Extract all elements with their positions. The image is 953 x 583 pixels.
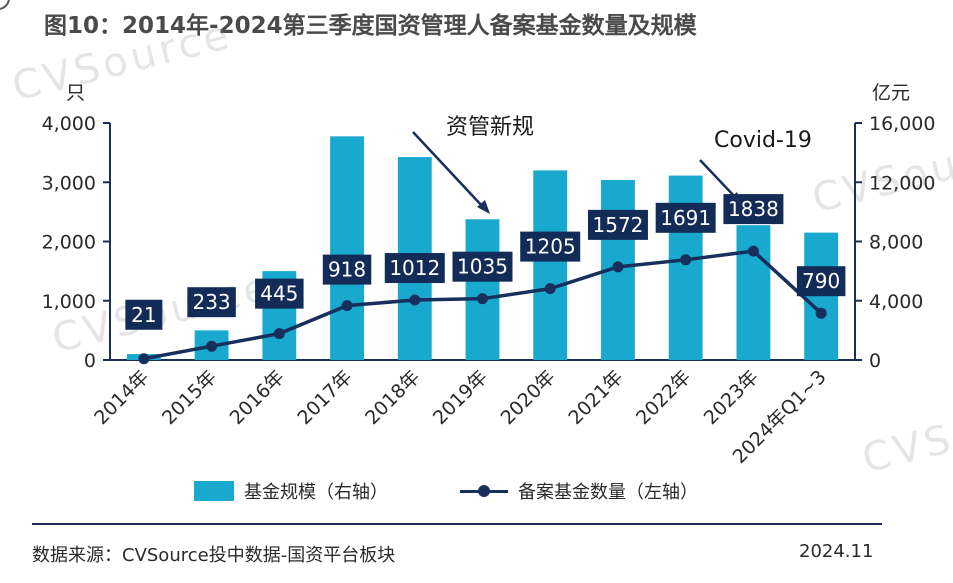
right-tick-label: 4,000 [869, 291, 923, 313]
data-label-box [255, 278, 304, 309]
data-label: 1205 [525, 235, 576, 259]
line-point [206, 340, 218, 352]
data-label: 1035 [457, 255, 508, 279]
category-label: 2014年 [90, 366, 153, 429]
annotation-asset-rules: 资管新规 [446, 115, 534, 140]
data-label-box [322, 254, 372, 285]
category-label: 2018年 [361, 366, 424, 429]
line-point [341, 300, 353, 312]
footer-divider [32, 523, 882, 525]
left-tick-label: 3,000 [42, 172, 96, 194]
annotation-arrowhead-1 [477, 200, 490, 214]
line-point [409, 294, 421, 306]
category-label: 2023年 [700, 366, 763, 429]
category-label: 2019年 [429, 366, 492, 429]
source-note: 数据来源：CVSource投中数据-国资平台板块 [32, 545, 396, 566]
bar [330, 136, 364, 360]
legend-line: 备案基金数量（左轴） [460, 478, 698, 504]
data-label: 1012 [389, 256, 440, 280]
legend-bar-swatch [194, 481, 234, 501]
data-label: 790 [802, 269, 840, 293]
left-axis-unit: 只 [66, 82, 85, 104]
left-tick-label: 4,000 [42, 113, 96, 135]
legend-bar-label: 基金规模（右轴） [244, 482, 388, 503]
data-label: 445 [260, 282, 298, 306]
data-label-box [520, 231, 581, 262]
data-label: 918 [328, 258, 366, 282]
left-tick-label: 0 [84, 350, 96, 372]
legend-line-label: 备案基金数量（左轴） [518, 482, 698, 503]
left-tick-label: 2,000 [42, 232, 96, 254]
bar [465, 219, 500, 360]
left-tick-label: 1,000 [42, 291, 96, 313]
data-label: 1572 [593, 213, 644, 237]
category-label: 2020年 [497, 366, 560, 429]
category-label: 2021年 [564, 366, 627, 429]
legend-bar: 基金规模（右轴） [194, 478, 388, 504]
annotation-covid: Covid-19 [714, 128, 812, 153]
annotation-arrowhead-2 [729, 192, 742, 205]
right-tick-label: 8,000 [869, 232, 923, 254]
line-point [747, 245, 759, 257]
data-label: 233 [192, 290, 230, 314]
bar [533, 170, 568, 360]
data-label-box [655, 202, 716, 233]
line-point [815, 307, 827, 319]
data-label-box [796, 266, 846, 297]
data-label-box [125, 299, 163, 330]
category-label: 2016年 [226, 366, 289, 429]
line-point [544, 283, 556, 295]
chart-title: 图10：2014年-2024第三季度国资管理人备案基金数量及规模 [44, 13, 697, 39]
line-point [477, 293, 488, 305]
annotation-arrow-1 [412, 131, 484, 208]
line-point [612, 261, 624, 273]
category-label: 2017年 [293, 366, 356, 429]
right-tick-label: 12,000 [869, 172, 935, 194]
right-tick-label: 16,000 [869, 113, 935, 135]
line-point [273, 328, 285, 340]
data-label-box [587, 209, 648, 240]
data-label: 1691 [660, 206, 711, 230]
data-label-box [384, 253, 445, 284]
line-point [680, 254, 692, 266]
bar [736, 225, 771, 360]
right-tick-label: 0 [869, 350, 881, 372]
right-axis-unit: 亿元 [872, 82, 910, 104]
data-label: 21 [131, 303, 156, 327]
bar [804, 232, 839, 360]
category-label: 2022年 [632, 366, 695, 429]
line-point [138, 353, 150, 365]
data-label-box [452, 251, 513, 282]
category-label: 2015年 [158, 366, 221, 429]
report-date: 2024.11 [799, 541, 874, 562]
annotation-arrow-2 [699, 159, 737, 199]
legend-line-swatch [460, 481, 508, 501]
data-label-box [187, 287, 236, 318]
